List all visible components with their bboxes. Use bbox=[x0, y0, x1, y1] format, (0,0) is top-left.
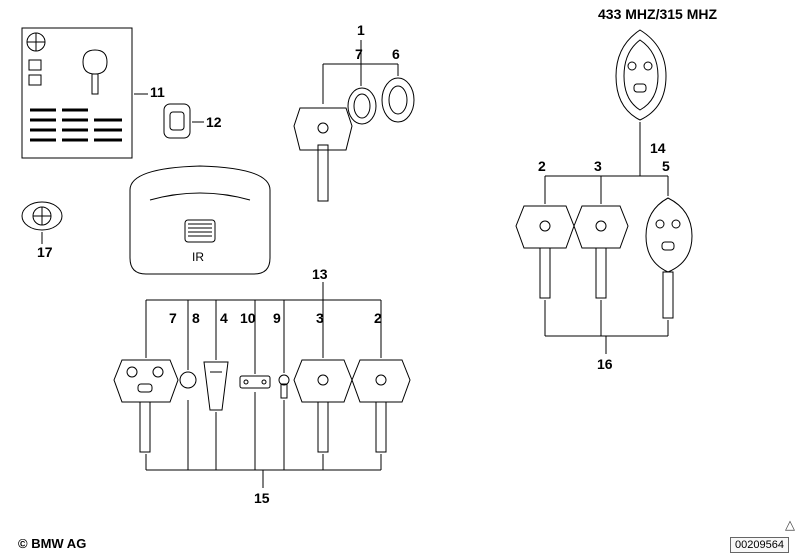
callout-5: 5 bbox=[662, 158, 670, 174]
ir-label: IR bbox=[192, 250, 204, 264]
callout-8: 8 bbox=[192, 310, 200, 326]
callout-4: 4 bbox=[220, 310, 228, 326]
callout-12: 12 bbox=[206, 114, 222, 130]
callout-3b: 3 bbox=[594, 158, 602, 174]
callout-14: 14 bbox=[650, 140, 666, 156]
callout-3a: 3 bbox=[316, 310, 324, 326]
diagram-id: 00209564 bbox=[730, 537, 789, 553]
callout-16: 16 bbox=[597, 356, 613, 372]
diagram-svg bbox=[0, 0, 799, 559]
callout-10: 10 bbox=[240, 310, 256, 326]
callout-2a: 2 bbox=[374, 310, 382, 326]
callout-7a: 7 bbox=[355, 46, 363, 62]
callout-13: 13 bbox=[312, 266, 328, 282]
callout-17: 17 bbox=[37, 244, 53, 260]
header-frequency: 433 MHZ/315 MHZ bbox=[598, 6, 717, 22]
callout-15: 15 bbox=[254, 490, 270, 506]
callout-9: 9 bbox=[273, 310, 281, 326]
callout-2b: 2 bbox=[538, 158, 546, 174]
parts-diagram: 433 MHZ/315 MHZ bbox=[0, 0, 799, 559]
copyright: © BMW AG bbox=[18, 536, 86, 551]
corner-triangle-icon: △ bbox=[785, 517, 795, 533]
callout-11: 11 bbox=[150, 84, 165, 100]
callout-7b: 7 bbox=[169, 310, 177, 326]
callout-6: 6 bbox=[392, 46, 400, 62]
callout-1: 1 bbox=[357, 22, 365, 38]
